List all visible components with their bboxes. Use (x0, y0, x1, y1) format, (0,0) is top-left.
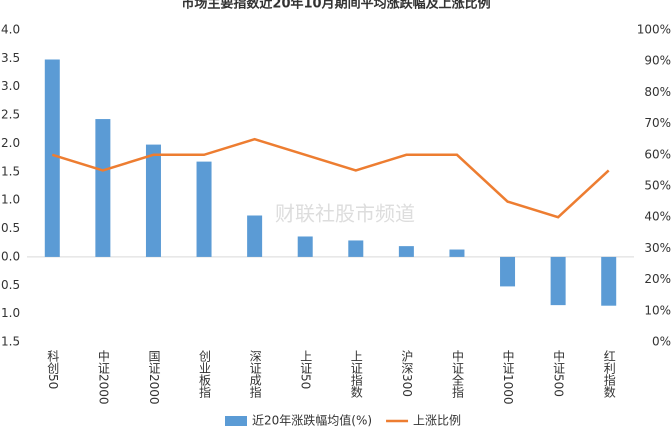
y2-tick-label: 80% (644, 85, 671, 99)
bar (247, 215, 263, 257)
y-tick-label: 1.0 (1, 306, 20, 320)
x-tick-label: 深证成指 (248, 350, 262, 399)
bar (398, 246, 414, 257)
x-tick-label: 创业板指 (198, 350, 212, 399)
legend-label: 上涨比例 (413, 413, 461, 428)
bar (601, 256, 617, 306)
bar (348, 240, 364, 257)
x-tick-label: 中证全指 (450, 349, 464, 399)
legend-label: 近20年涨跌幅均值(%) (252, 413, 372, 428)
y-tick-label: 3.5 (1, 51, 20, 65)
y2-tick-label: 70% (644, 116, 671, 130)
x-tick-label: 中证500 (552, 349, 566, 397)
y-tick-label: 3.0 (1, 79, 20, 93)
y-tick-label: 2.0 (1, 136, 20, 150)
x-tick-label: 红利指数 (602, 349, 616, 399)
y2-tick-label: 0% (652, 335, 671, 349)
x-tick-label: 国证2000 (147, 350, 161, 405)
y-tick-label: 1.5 (1, 164, 20, 178)
y-tick-label: 0.5 (1, 221, 20, 235)
chart-title: 市场主要指数近20年10月期间平均涨跌幅及上涨比例 (181, 0, 490, 12)
bar (550, 256, 566, 306)
y-tick-label: 1.5 (1, 335, 20, 349)
y-tick-label: 2.5 (1, 108, 20, 122)
bar (196, 161, 212, 257)
x-tick-label: 上证指数 (349, 350, 363, 399)
x-tick-label: 沪深300 (400, 350, 414, 397)
x-tick-label: 中证2000 (96, 349, 110, 405)
y2-tick-label: 40% (644, 210, 671, 224)
x-tick-label: 科创50 (46, 350, 60, 390)
bar (145, 144, 161, 257)
line (51, 137, 610, 219)
y2-tick-label: 20% (644, 272, 671, 286)
y-tick-label: 0.5 (1, 278, 20, 292)
bar (44, 59, 60, 257)
bar (449, 249, 465, 257)
x-tick-label: 中证1000 (501, 349, 515, 405)
y-tick-label: 1.0 (1, 193, 20, 207)
y-tick-label: 0.0 (1, 249, 20, 263)
y2-tick-label: 50% (644, 179, 671, 193)
legend-swatch (225, 416, 247, 426)
y2-tick-label: 60% (644, 147, 671, 161)
bar (95, 119, 111, 257)
y2-tick-label: 90% (644, 54, 671, 68)
watermark: 财联社股市频道 (275, 202, 415, 226)
y2-tick-label: 100% (637, 23, 671, 37)
y-tick-label: 4.0 (1, 23, 20, 37)
x-tick-label: 上证50 (299, 350, 313, 390)
bar (297, 236, 313, 257)
y2-tick-label: 30% (644, 241, 671, 255)
y2-tick-label: 10% (644, 303, 671, 317)
bar (500, 256, 516, 287)
